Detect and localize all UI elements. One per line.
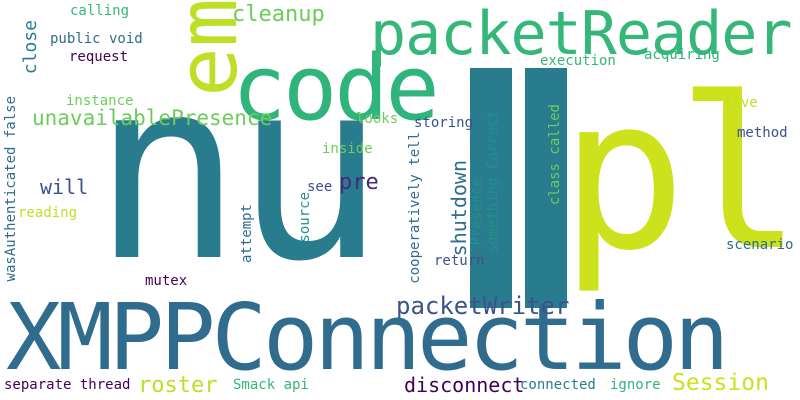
word-see: see: [307, 179, 333, 195]
word-cooperatively-tell: cooperatively tell: [407, 132, 423, 284]
word-return: return: [434, 253, 485, 269]
word-connected: connected: [520, 377, 596, 393]
word-method: method: [737, 125, 788, 141]
word-packetReader: packetReader: [370, 0, 792, 69]
word-scenario: scenario: [726, 237, 794, 253]
word-Smack-api: Smack api: [233, 377, 309, 393]
word-roster: roster: [138, 373, 218, 398]
word-execution: execution: [540, 53, 616, 69]
word-nu: nu: [92, 25, 385, 316]
word-code: code: [232, 36, 440, 141]
word-ll-stroke-1: [470, 68, 512, 308]
word-acquiring: acquiring: [644, 47, 720, 63]
word-calling: calling: [70, 3, 130, 19]
word-ll-stroke-2: [525, 68, 567, 308]
word-instance: instance: [66, 93, 134, 109]
word-class-called: class called: [547, 104, 563, 206]
word-unavailablePresence: unavailablePresence: [32, 106, 273, 130]
word-looks: looks: [356, 111, 399, 127]
word-storing: storing: [414, 115, 474, 131]
word-source: source: [297, 192, 313, 243]
word-inside: inside: [322, 141, 373, 157]
word-will: will: [40, 175, 89, 199]
word-close: close: [20, 20, 41, 75]
word-public-void: public void: [50, 31, 143, 47]
word-Presence: Presence: [469, 178, 485, 246]
word-pl: pl: [560, 52, 800, 297]
word-pre: pre: [339, 170, 379, 195]
word-live: live: [724, 95, 758, 111]
word-mutex: mutex: [145, 273, 188, 289]
word-shutdown: shutdown: [447, 160, 471, 257]
word-ignore: ignore: [610, 377, 661, 393]
word-cleanup: cleanup: [232, 2, 325, 27]
word-something-Correct: something Correct: [485, 110, 501, 254]
word-packetWriter: packetWriter: [396, 292, 570, 320]
word-attempt: attempt: [239, 204, 255, 264]
word-reading: reading: [18, 205, 78, 221]
word-request: request: [69, 49, 129, 65]
word-Session: Session: [672, 370, 769, 396]
word-separate-thread: separate thread: [4, 377, 131, 393]
word-xmppconnection: XMPPConnection: [6, 284, 729, 391]
word-disconnect: disconnect: [404, 373, 525, 397]
word-wasAuthenticated-false: wasAuthenticated false: [3, 96, 19, 282]
